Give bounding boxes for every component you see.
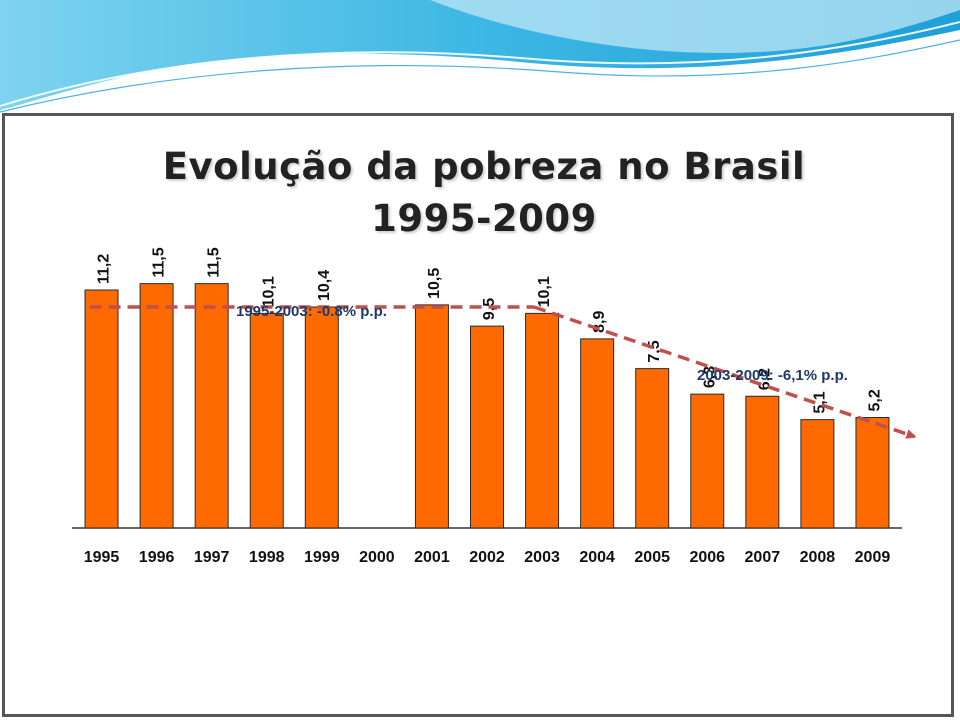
x-tick-label: 1998 bbox=[249, 549, 285, 566]
x-tick-label: 1997 bbox=[194, 549, 230, 566]
bar bbox=[635, 368, 670, 529]
bar-value-label: 11,5 bbox=[206, 247, 223, 277]
x-tick-label: 2006 bbox=[689, 549, 725, 566]
bar bbox=[139, 283, 174, 529]
bar-value-label: 6,3 bbox=[701, 366, 718, 388]
bar-value-label: 8,9 bbox=[591, 311, 608, 333]
x-tick-label: 2007 bbox=[745, 549, 781, 566]
bar bbox=[414, 304, 449, 529]
x-tick-label: 2004 bbox=[579, 549, 615, 566]
bar-value-label: 5,2 bbox=[866, 389, 883, 411]
slide-subtitle: 1995-2009 bbox=[371, 197, 597, 240]
header-wave-decoration bbox=[0, 0, 960, 113]
x-tick-label: 2002 bbox=[469, 549, 505, 566]
bar-value-label: 11,2 bbox=[96, 254, 113, 284]
header-wave-highlight bbox=[430, 0, 960, 53]
x-tick-label: 2009 bbox=[855, 549, 891, 566]
ticks-layer: 1995 1996 1997 1998 1999 2000 2001 2002 2003 2004… bbox=[84, 549, 891, 566]
bar bbox=[249, 312, 284, 529]
x-tick-label: 2005 bbox=[634, 549, 670, 566]
bar-value-label: 10,5 bbox=[426, 268, 443, 299]
bar bbox=[194, 283, 229, 529]
annotation-1995-2003: 1995-2003: -0.8% p.p. bbox=[236, 303, 387, 320]
bar-value-label: 5,1 bbox=[811, 391, 828, 413]
bar-value-label: 10,1 bbox=[261, 276, 278, 307]
slide-title: Evolução da pobreza no Brasil bbox=[162, 145, 806, 188]
x-tick-label: 2008 bbox=[800, 549, 836, 566]
x-tick-label: 1996 bbox=[139, 549, 175, 566]
bar bbox=[470, 325, 504, 529]
x-tick-label: 2003 bbox=[524, 549, 560, 566]
annotation-2003-2009: 2003-2009: -6,1% p.p. bbox=[697, 367, 848, 384]
bar-value-label: 10,1 bbox=[536, 276, 553, 307]
header-wave-line-2 bbox=[0, 39, 960, 113]
header-wave-line-1 bbox=[0, 21, 960, 107]
x-tick-label: 1995 bbox=[84, 549, 120, 566]
x-tick-label: 2000 bbox=[359, 549, 395, 566]
x-tick-label: 2001 bbox=[414, 549, 450, 566]
bar-value-label: 9,5 bbox=[481, 298, 498, 320]
bar bbox=[304, 306, 339, 529]
bars-layer: 11,2 11,5 11,510,1 10,4 10,59,510,18,97,56,3… bbox=[84, 247, 890, 529]
bar bbox=[855, 417, 890, 529]
bar bbox=[745, 395, 780, 529]
bar-value-label: 10,4 bbox=[316, 270, 333, 301]
bar-value-label: 11,5 bbox=[151, 247, 168, 277]
bar bbox=[84, 289, 119, 529]
bar bbox=[690, 393, 725, 529]
trend-line-2003-2009 bbox=[533, 305, 917, 439]
bar bbox=[580, 338, 615, 529]
x-tick-label: 1999 bbox=[304, 549, 340, 566]
bar bbox=[525, 312, 560, 529]
trend-layer: 1995-2003: -0.8% p.p. 2003-2009: -6,1% p.… bbox=[89, 303, 917, 439]
bar bbox=[800, 419, 835, 529]
